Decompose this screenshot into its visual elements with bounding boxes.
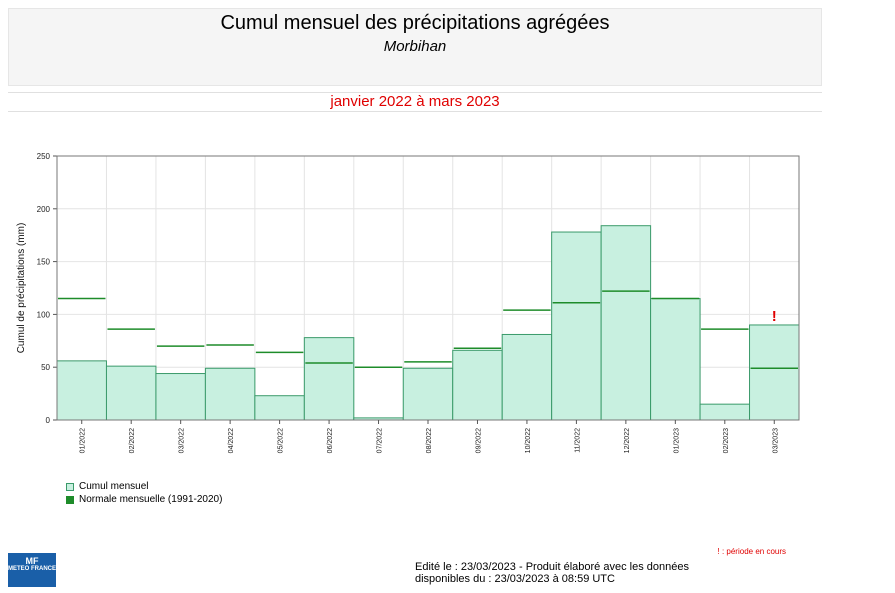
period-label: janvier 2022 à mars 2023: [330, 93, 500, 110]
bar-cumul: [551, 231, 602, 421]
y-tick-label: 200: [37, 205, 51, 214]
bar-cumul: [600, 225, 652, 421]
bar-cumul: [699, 403, 751, 421]
bar-cumul: [155, 373, 206, 421]
legend-item-normal: Normale mensuelle (1991-2020): [66, 493, 222, 506]
x-tick-label: 01/2023: [673, 428, 680, 453]
legend: Cumul mensuel Normale mensuelle (1991-20…: [66, 480, 222, 506]
x-tick-label: 09/2022: [475, 428, 482, 453]
footer-line-1: Edité le : 23/03/2023 - Produit élaboré …: [415, 561, 689, 573]
footer-info: Edité le : 23/03/2023 - Produit élaboré …: [415, 561, 795, 585]
x-tick-label: 07/2022: [377, 428, 384, 453]
x-tick-label: 01/2022: [80, 428, 87, 453]
x-tick-label: 08/2022: [426, 428, 433, 453]
footer-line-2: disponibles du : 23/03/2023 à 08:59 UTC: [415, 573, 615, 585]
precipitation-chart: 0 50 100 150 200 250 01/2022 02/2022 03/2022 04/2…: [16, 152, 800, 453]
legend-label-cumul: Cumul mensuel: [79, 481, 149, 492]
bar-cumul: [254, 395, 305, 421]
bar-cumul: [501, 333, 553, 421]
legend-swatch-normal: [66, 495, 74, 504]
period-panel: [8, 92, 822, 112]
meteo-france-logo: MF METEO FRANCE: [8, 553, 56, 587]
y-tick-label: 100: [37, 310, 51, 319]
bar-cumul: [452, 349, 503, 421]
x-tick-label: 03/2023: [772, 428, 779, 453]
logo-mark: MF: [25, 556, 39, 566]
y-tick-label: 250: [37, 152, 51, 161]
x-tick-label: 05/2022: [278, 428, 285, 453]
logo-text: METEO FRANCE: [8, 566, 56, 572]
y-tick-label: 0: [46, 416, 51, 425]
bar-cumul: [749, 324, 800, 421]
bar-cumul: [105, 365, 157, 421]
chart-subtitle: Morbihan: [383, 38, 447, 55]
header-panel: [8, 8, 822, 86]
x-tick-label: 11/2022: [574, 428, 581, 453]
y-axis-label: Cumul de précipitations (mm): [16, 223, 27, 354]
legend-label-normal: Normale mensuelle (1991-2020): [79, 494, 223, 505]
y-tick-label: 50: [41, 363, 50, 372]
x-tick-label: 06/2022: [327, 428, 334, 453]
x-tick-label: 10/2022: [525, 428, 532, 453]
bar-cumul: [56, 360, 107, 421]
current-period-flag: !: [772, 308, 777, 325]
legend-swatch-cumul: [66, 482, 74, 491]
y-tick-label: 150: [37, 258, 51, 267]
bar-cumul: [402, 367, 454, 421]
period-note: ! : période en cours: [717, 547, 786, 556]
bar-cumul: [303, 337, 355, 421]
x-tick-label: 02/2022: [129, 428, 136, 453]
x-tick-label: 12/2022: [624, 428, 631, 453]
bar-cumul: [650, 298, 701, 421]
x-tick-label: 04/2022: [228, 428, 235, 453]
x-tick-label: 02/2023: [723, 428, 730, 453]
legend-item-cumul: Cumul mensuel: [66, 480, 222, 493]
bar-cumul: [204, 367, 256, 421]
x-tick-label: 03/2022: [179, 428, 186, 453]
chart-title: Cumul mensuel des précipitations agrégée…: [220, 12, 610, 34]
